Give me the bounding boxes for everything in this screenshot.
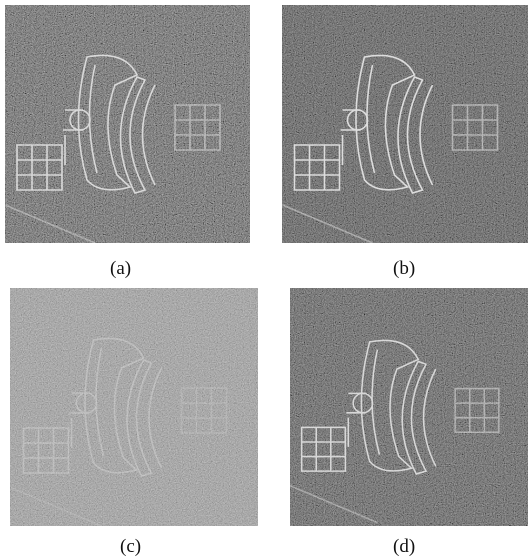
- texture: [282, 5, 528, 243]
- panel-label: (b): [393, 258, 415, 279]
- texture: [5, 5, 250, 243]
- texture: [10, 288, 258, 526]
- panel-label: (a): [110, 258, 131, 279]
- figure: (a) (b) (c) (d): [0, 0, 532, 560]
- panel-c: [10, 288, 258, 526]
- panel-a: [5, 5, 250, 243]
- panel-label: (c): [120, 536, 141, 557]
- panel-d: [290, 288, 528, 526]
- panel-label: (d): [393, 536, 415, 557]
- texture: [290, 288, 528, 526]
- panel-b: [282, 5, 528, 243]
